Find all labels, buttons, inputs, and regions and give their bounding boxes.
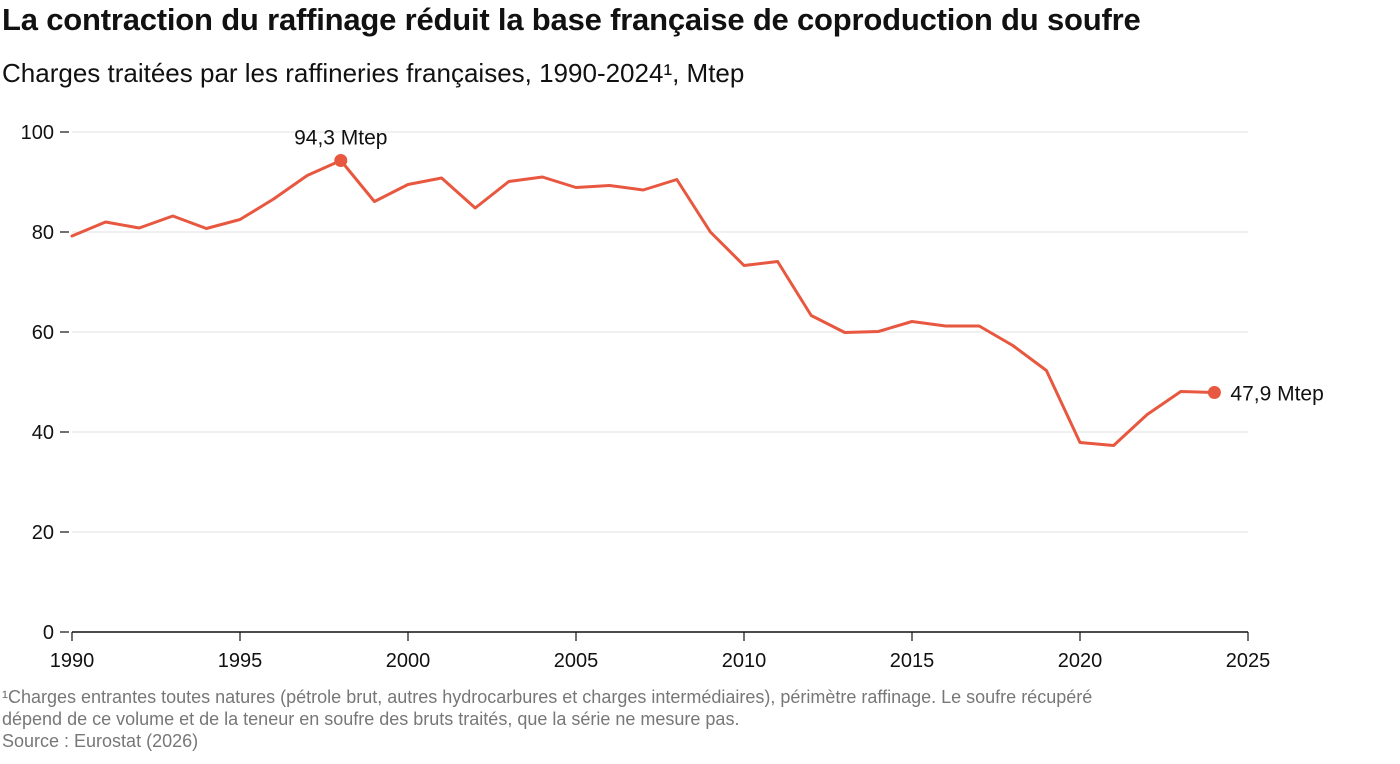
chart-title: La contraction du raffinage réduit la ba… (2, 2, 1141, 37)
annotation-label-2024: 47,9 Mtep (1230, 383, 1323, 406)
annotation-label-1998: 94,3 Mtep (294, 127, 387, 150)
highlight-point-2024 (1207, 386, 1221, 399)
series (70, 159, 1216, 447)
y-tick-label-40: 40 (32, 422, 54, 444)
chart-subtitle: Charges traitées par les raffineries fra… (2, 58, 745, 88)
footnote-line-1: ¹Charges entrantes toutes natures (pétro… (2, 687, 1093, 707)
annotations: 94,3 Mtep 47,9 Mtep (294, 127, 1324, 406)
y-tick-label-80: 80 (32, 222, 54, 244)
y-tick-label-100: 100 (21, 122, 54, 144)
axes: 0 20 40 60 80 100 1990 1995 2000 2005 2010 2015 2020… (21, 122, 1271, 672)
y-tick-label-20: 20 (32, 522, 54, 544)
x-tick-label-2005: 2005 (554, 650, 599, 672)
series-line-0 (70, 159, 1216, 447)
source-note: Source : Eurostat (2026) (2, 731, 199, 751)
y-tick-label-0: 0 (43, 622, 54, 644)
x-tick-label-1990: 1990 (50, 650, 95, 672)
y-tick-label-60: 60 (32, 322, 54, 344)
x-tick-label-2000: 2000 (386, 650, 431, 672)
x-tick-label-2015: 2015 (890, 650, 935, 672)
highlight-point-1998 (334, 154, 348, 167)
footnote: ¹Charges entrantes toutes natures (pétro… (2, 686, 1398, 752)
gridlines (72, 131, 1248, 533)
x-tick-label-2025: 2025 (1226, 650, 1271, 672)
footnote-line-2: dépend de ce volume et de la teneur en s… (2, 709, 740, 729)
x-tick-label-1995: 1995 (218, 650, 263, 672)
x-tick-label-2020: 2020 (1058, 650, 1103, 672)
x-tick-label-2010: 2010 (722, 650, 767, 672)
